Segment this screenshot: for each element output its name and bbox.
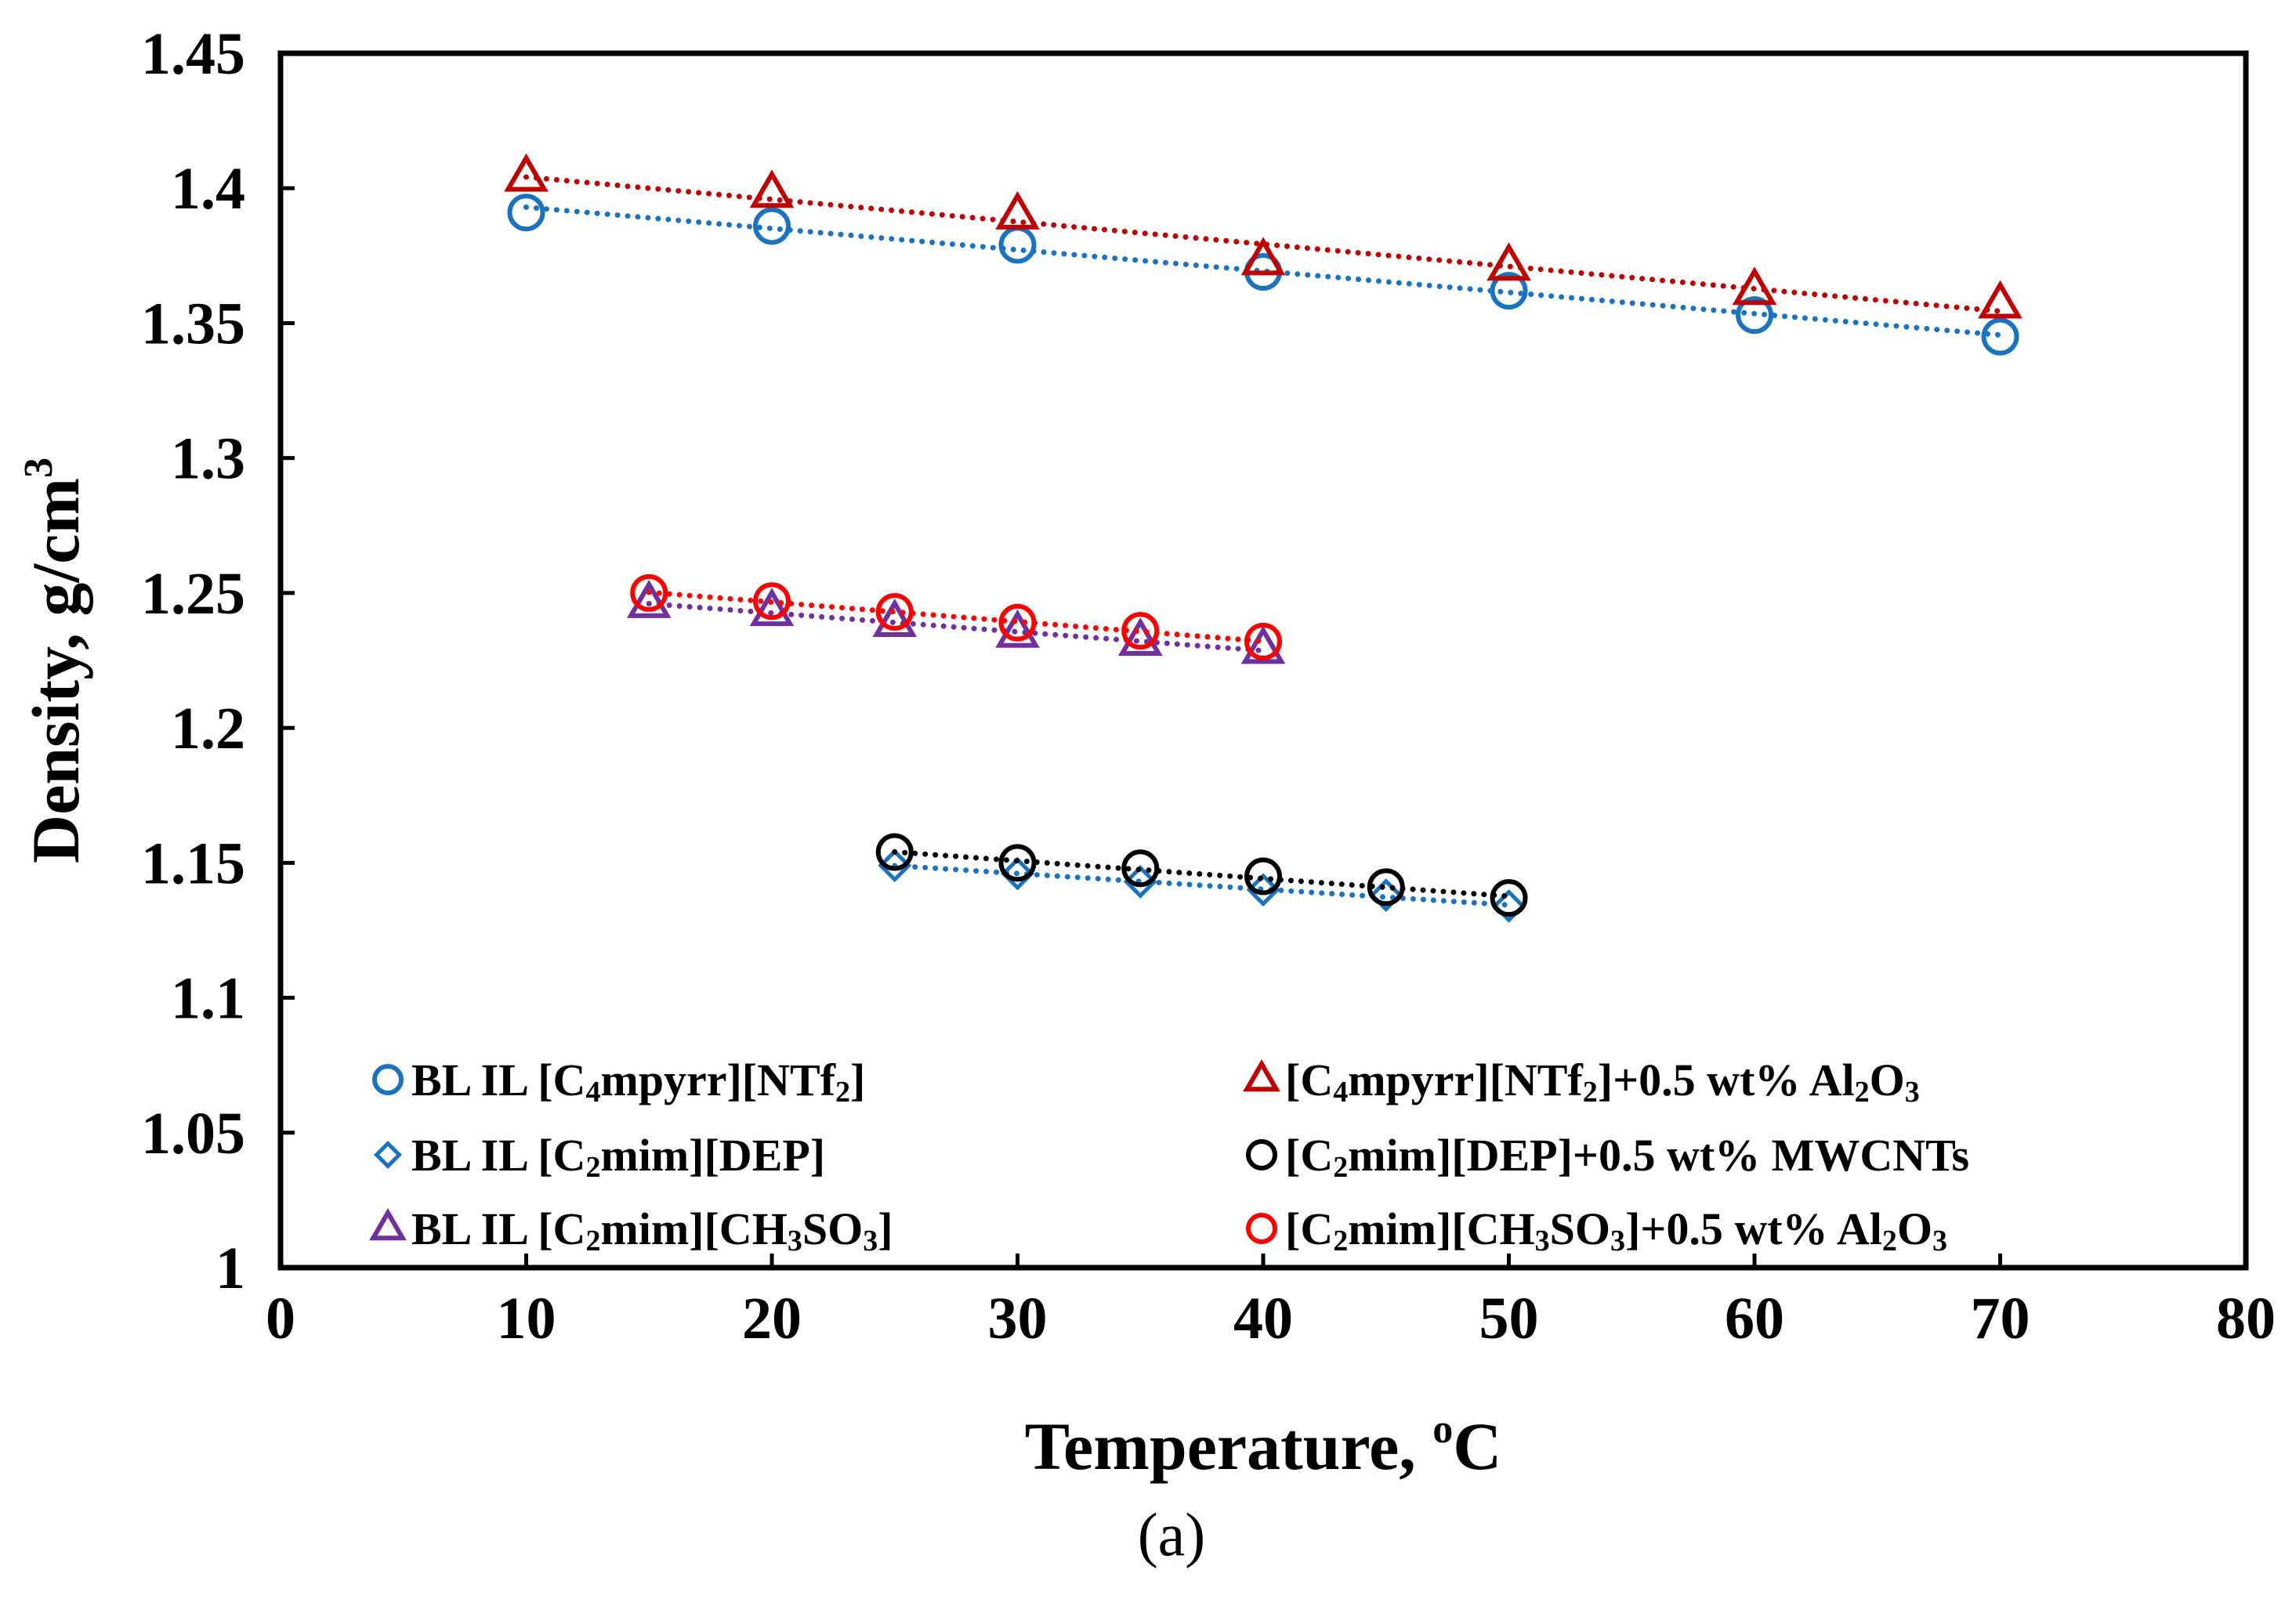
data-point [872,599,918,637]
data-point [1736,296,1773,335]
y-tick-label: 1.05 [141,1101,245,1167]
data-point [995,190,1040,230]
series-2 [878,848,1526,923]
axis-ticks: 0 10 20 30 40 50 60 70 80 1 1.05 1.1 1.15 1.2 1.25 1.3 1… [141,21,2276,1351]
legend-item: BL IL [C4mpyrr][NTf2] [372,1055,865,1109]
x-tick-label: 60 [1725,1286,1784,1351]
legend-item: [C2mim][DEP]+0.5 wt% MWCNTs [1246,1130,1969,1184]
legend-marker [1246,1139,1277,1170]
data-point [1246,873,1280,907]
series-6 [630,573,1282,660]
data-point [1244,622,1282,660]
x-axis-title-superscript: o [1432,1407,1453,1452]
y-axis-title: Density, g/cm3 [16,458,93,863]
data-point [875,833,914,871]
data-point [1490,272,1528,310]
data-point [1369,878,1403,913]
data-point [753,207,791,245]
data-point [1123,865,1157,899]
series-3 [626,579,1286,664]
y-tick-label: 1.25 [141,561,245,627]
data-point [998,603,1037,642]
legend-marker [1246,1213,1277,1244]
data-point [753,582,791,620]
legend-item: [C4mpyrr][NTf2]+0.5 wt% Al2O3 [1243,1055,1920,1109]
y-tick-label: 1 [215,1236,245,1301]
series-5 [875,833,1528,917]
data-point [1981,317,2019,356]
data-point [626,579,672,618]
data-point [1121,849,1160,888]
legend-label: [C4mpyrr][NTf2]+0.5 wt% Al2O3 [1285,1055,1920,1109]
y-tick-label: 1.3 [171,426,245,492]
figure-caption: (a) [1138,1500,1206,1568]
trendline [646,601,1266,654]
y-tick-label: 1.2 [171,696,245,762]
legend-label: [C2mim][DEP]+0.5 wt% MWCNTs [1285,1130,1969,1184]
x-tick-label: 20 [742,1286,802,1351]
trendline [523,174,2003,314]
data-point [1490,879,1528,917]
data-point [507,194,545,232]
x-axis-title: Temperature, oC [1025,1407,1502,1484]
y-axis-title-superscript: 3 [16,458,61,478]
legend-marker [372,1064,404,1095]
legend-label: BL IL [C4mpyrr][NTf2] [411,1055,865,1109]
x-tick-label: 30 [988,1286,1048,1351]
data-point [504,153,549,192]
data-point [998,844,1037,882]
series-group [504,153,2023,923]
x-tick-label: 80 [2216,1286,2276,1351]
data-point [749,588,795,627]
legend-item: [C2mim][CH3SO3]+0.5 wt% Al2O3 [1246,1203,1947,1257]
plot-frame [277,50,2249,1271]
y-tick-label: 1.1 [171,966,245,1032]
trendline [523,204,2003,338]
legend: BL IL [C4mpyrr][NTf2] [C4mpyrr][NTf2]+0.5… [369,1055,1969,1257]
trendline [892,863,1512,908]
x-tick-label: 10 [497,1286,556,1351]
legend-item: BL IL [C2mim][CH3SO3] [369,1203,893,1257]
series-4 [504,153,2023,319]
data-point [1240,237,1286,276]
x-tick-label: 40 [1233,1286,1293,1351]
data-point [1117,617,1163,657]
data-point [875,593,914,631]
legend-item: BL IL [C2mim][DEP] [374,1130,825,1184]
x-tick-label: 0 [266,1286,295,1351]
trendline [646,589,1266,645]
y-tick-label: 1.45 [141,21,245,87]
x-tick-label: 70 [1971,1286,2030,1351]
legend-marker [369,1207,407,1241]
legend-marker [1243,1058,1280,1092]
data-point [1121,612,1160,650]
data-point [749,169,795,208]
data-point [1244,857,1282,895]
y-tick-label: 1.15 [141,830,245,896]
y-tick-label: 1.35 [141,291,245,356]
legend-label: [C2mim][CH3SO3]+0.5 wt% Al2O3 [1285,1203,1947,1257]
data-point [995,609,1040,648]
data-point [630,573,668,612]
data-point [1487,242,1531,281]
data-point [1978,280,2023,319]
series-1 [507,194,2019,356]
data-point [1492,889,1526,923]
legend-marker [374,1141,402,1169]
legend-label: BL IL [C2mim][CH3SO3] [411,1203,893,1257]
data-point [1001,856,1034,891]
trendline [892,848,1512,899]
legend-label: BL IL [C2mim][DEP] [411,1130,825,1184]
data-point [878,848,912,883]
data-point [1240,625,1286,664]
y-tick-label: 1.4 [171,156,245,222]
data-point [1367,868,1405,906]
x-tick-label: 50 [1479,1286,1539,1351]
data-point [1732,266,1777,306]
